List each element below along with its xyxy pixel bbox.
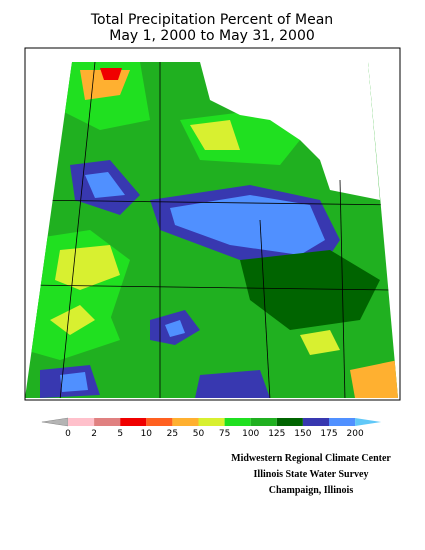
map-frame bbox=[24, 47, 401, 401]
legend-tick-label: 5 bbox=[117, 429, 123, 439]
legend-swatch bbox=[198, 418, 225, 426]
legend-swatch bbox=[276, 418, 303, 426]
credit-line: Midwestern Regional Climate Center bbox=[231, 453, 391, 464]
legend-tick-label: 100 bbox=[242, 429, 259, 439]
legend-swatch bbox=[250, 418, 277, 426]
legend-under bbox=[41, 417, 69, 427]
legend-tick-label: 125 bbox=[268, 429, 285, 439]
legend-tick-label: 0 bbox=[65, 429, 71, 439]
legend-tick-label: 75 bbox=[219, 429, 230, 439]
legend-swatch bbox=[68, 418, 95, 426]
legend: 0 2 5 10 25 50 75 100 125 150 175 200 bbox=[41, 417, 382, 439]
legend-swatch bbox=[224, 418, 251, 426]
legend-tick-label: 175 bbox=[320, 429, 337, 439]
legend-tick-label: 150 bbox=[294, 429, 311, 439]
legend-swatch bbox=[302, 418, 329, 426]
title-line: May 1, 2000 to May 31, 2000 bbox=[109, 28, 315, 44]
legend-swatch bbox=[146, 418, 173, 426]
legend-swatch bbox=[172, 418, 199, 426]
legend-tick-label: 10 bbox=[141, 429, 153, 439]
precip-map bbox=[25, 62, 398, 398]
legend-tick-label: 50 bbox=[193, 429, 205, 439]
legend-tick-label: 2 bbox=[91, 429, 97, 439]
legend-swatch bbox=[94, 418, 121, 426]
legend-tick-label: 25 bbox=[167, 429, 178, 439]
legend-swatch bbox=[120, 418, 147, 426]
credit-line: Champaign, Illinois bbox=[269, 485, 354, 496]
credit-line: Illinois State Water Survey bbox=[254, 469, 369, 480]
legend-swatch bbox=[329, 418, 356, 426]
title-line: Total Precipitation Percent of Mean bbox=[90, 12, 333, 28]
legend-over bbox=[355, 418, 382, 426]
legend-tick-label: 200 bbox=[347, 429, 364, 439]
